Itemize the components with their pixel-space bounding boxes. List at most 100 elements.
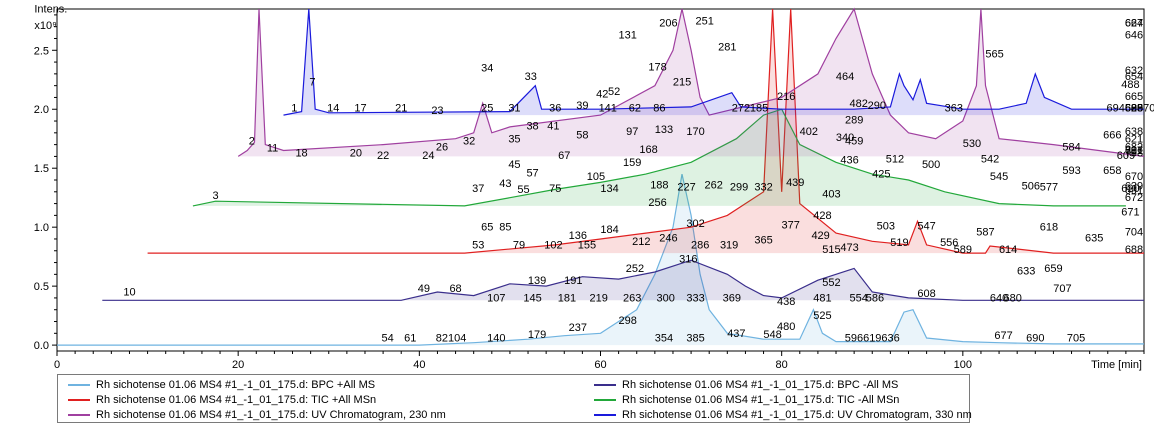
x-tick-label: 20 — [232, 359, 244, 371]
peak-label: 614 — [999, 244, 1017, 256]
peak-label: 596619636 — [845, 333, 900, 345]
peak-label: 184 — [600, 224, 618, 236]
peak-label: 377 — [782, 219, 800, 231]
peak-label: 332 — [754, 182, 772, 194]
peak-label: 159 — [623, 157, 641, 169]
legend-swatch — [68, 414, 90, 416]
peak-label: 671 — [1121, 206, 1139, 218]
x-tick-label: 80 — [776, 359, 788, 371]
peak-label: 530 — [963, 138, 981, 150]
peak-label: 464 — [836, 71, 854, 83]
peak-label: 105 — [587, 171, 605, 183]
peak-label: 503 — [877, 221, 895, 233]
legend-swatch — [594, 384, 616, 386]
legend-label: Rh sichotense 01.06 MS4 #1_-1_01_175.d: … — [96, 379, 376, 391]
peak-label: 102 — [544, 239, 562, 251]
peak-label: 134 — [600, 183, 618, 195]
peak-label: 85 — [499, 222, 511, 234]
x-tick-label: 40 — [413, 359, 425, 371]
peak-label: 58 — [576, 130, 588, 142]
peak-label: 219 — [590, 292, 608, 304]
peak-label: 1 — [291, 103, 297, 115]
peak-label: 654 — [1125, 71, 1143, 83]
peak-label: 701 — [1125, 145, 1143, 157]
peak-label: 664 — [1125, 18, 1143, 30]
peak-label: 67 — [558, 150, 570, 162]
peak-label: 635 — [1085, 232, 1103, 244]
peak-label: 588 — [1125, 103, 1143, 115]
peak-label: 481 — [813, 292, 831, 304]
peak-label: 640 — [990, 292, 1008, 304]
peak-label: 717 — [1125, 145, 1143, 157]
peak-label: 683 — [1125, 103, 1143, 115]
x-tick-label: 100 — [954, 359, 972, 371]
legend-label: Rh sichotense 01.06 MS4 #1_-1_01_175.d: … — [96, 394, 377, 406]
peak-label: 33 — [525, 71, 537, 83]
peak-label: 680 — [1003, 292, 1021, 304]
peak-label: 289 — [845, 114, 863, 126]
peak-label: 38 — [526, 120, 538, 132]
peak-label: 515 — [822, 244, 840, 256]
peak-label: 24 — [422, 150, 434, 162]
peak-label: 682 — [1125, 142, 1143, 154]
peak-label: 670 — [1125, 171, 1143, 183]
peak-label: Intens. — [34, 4, 67, 16]
peak-label: 473 — [840, 242, 858, 254]
peak-label: 556 — [940, 237, 958, 249]
peak-label: 300 — [657, 292, 675, 304]
peak-label: 7 — [309, 77, 315, 89]
peak-label: 79 — [513, 239, 525, 251]
peak-label: 519 — [890, 237, 908, 249]
peak-label: 316 — [679, 254, 697, 266]
peak-label: 14 — [327, 103, 339, 115]
peak-label: 638 — [1125, 126, 1143, 138]
series-fill-4 — [238, 9, 1144, 157]
legend-swatch — [68, 399, 90, 401]
peak-label: 548 — [763, 329, 781, 341]
peak-label: 577 — [1040, 182, 1058, 194]
peak-label: 659 — [1044, 263, 1062, 275]
legend-label: Rh sichotense 01.06 MS4 #1_-1_01_175.d: … — [622, 394, 900, 406]
peak-label: 55 — [517, 184, 529, 196]
peak-label: 697 — [1125, 145, 1143, 157]
peak-label: 18 — [295, 147, 307, 159]
peak-label: 272 — [732, 103, 750, 115]
peak-label: 133 — [655, 124, 673, 136]
peak-label: 589 — [954, 244, 972, 256]
peak-label: 593 — [1062, 165, 1080, 177]
y-tick-label: 2.5 — [34, 45, 49, 57]
legend-swatch — [68, 384, 90, 386]
legend-item: Rh sichotense 01.06 MS4 #1_-1_01_175.d: … — [68, 378, 375, 392]
peak-label: 237 — [569, 322, 587, 334]
peak-label: 3 — [212, 190, 218, 202]
peak-label: 168 — [639, 144, 657, 156]
peak-label: 512 — [886, 153, 904, 165]
peak-label: 42 — [596, 88, 608, 100]
peak-label: 141 — [599, 103, 617, 115]
peak-label: 363 — [945, 103, 963, 115]
peak-label: 618 — [1040, 222, 1058, 234]
peak-label: 145 — [523, 292, 541, 304]
peak-label: 677 — [994, 330, 1012, 342]
peak-label: 34 — [481, 63, 493, 75]
peak-label: 35 — [508, 133, 520, 145]
peak-label: 525 — [813, 310, 831, 322]
peak-label: 17 — [354, 103, 366, 115]
legend-label: Rh sichotense 01.06 MS4 #1_-1_01_175.d: … — [622, 409, 972, 421]
peak-label: 694699702 — [1106, 103, 1154, 115]
peak-label: 82104 — [436, 333, 467, 345]
peak-label: 290 — [868, 100, 886, 112]
peak-label: 552 — [822, 277, 840, 289]
series-fill-5 — [283, 9, 1144, 116]
peak-label: 251 — [695, 15, 713, 27]
peak-label: 707 — [1053, 283, 1071, 295]
peak-label: 179 — [528, 329, 546, 341]
peak-label: 632 — [1125, 65, 1143, 77]
peak-label: 216 — [777, 91, 795, 103]
peak-label: 75 — [549, 183, 561, 195]
peak-label: 672 — [1125, 192, 1143, 204]
peak-label: x10⁹ — [34, 20, 56, 32]
peak-label: 625 — [1125, 103, 1143, 115]
legend: Rh sichotense 01.06 MS4 #1_-1_01_175.d: … — [57, 374, 972, 423]
